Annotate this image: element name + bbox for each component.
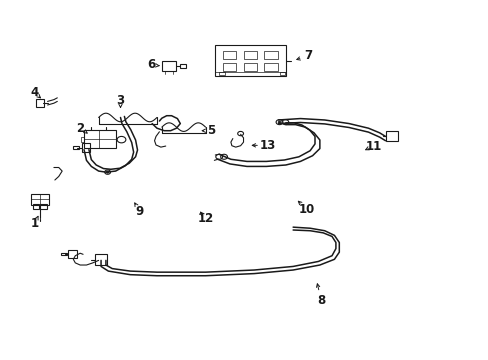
- Bar: [95, 254, 107, 265]
- Bar: [219, 72, 224, 75]
- Text: 7: 7: [304, 49, 312, 62]
- Text: 9: 9: [136, 205, 144, 218]
- Bar: [385, 131, 397, 141]
- Circle shape: [278, 121, 281, 123]
- Bar: [84, 130, 116, 148]
- Bar: [68, 250, 77, 258]
- Bar: [264, 63, 278, 71]
- Text: 1: 1: [30, 217, 39, 230]
- Text: 5: 5: [207, 124, 215, 137]
- Bar: [222, 51, 236, 59]
- Bar: [180, 64, 186, 68]
- Bar: [40, 204, 46, 209]
- Bar: [243, 51, 257, 59]
- Bar: [32, 204, 39, 209]
- Bar: [81, 143, 90, 152]
- Text: 12: 12: [197, 212, 213, 225]
- Text: 8: 8: [317, 294, 325, 307]
- Text: 2: 2: [76, 122, 84, 135]
- Text: 11: 11: [365, 140, 381, 153]
- Bar: [30, 194, 49, 205]
- Bar: [36, 99, 44, 107]
- Bar: [215, 45, 285, 76]
- Bar: [264, 51, 278, 59]
- Text: 10: 10: [298, 203, 314, 216]
- Bar: [61, 252, 66, 255]
- Text: 13: 13: [259, 139, 275, 152]
- Text: 4: 4: [30, 86, 39, 99]
- Circle shape: [106, 171, 109, 173]
- Bar: [73, 147, 79, 149]
- Bar: [222, 63, 236, 71]
- Text: 6: 6: [147, 58, 155, 72]
- Bar: [162, 61, 176, 71]
- Text: 3: 3: [116, 94, 124, 107]
- Bar: [279, 72, 285, 75]
- Bar: [243, 63, 257, 71]
